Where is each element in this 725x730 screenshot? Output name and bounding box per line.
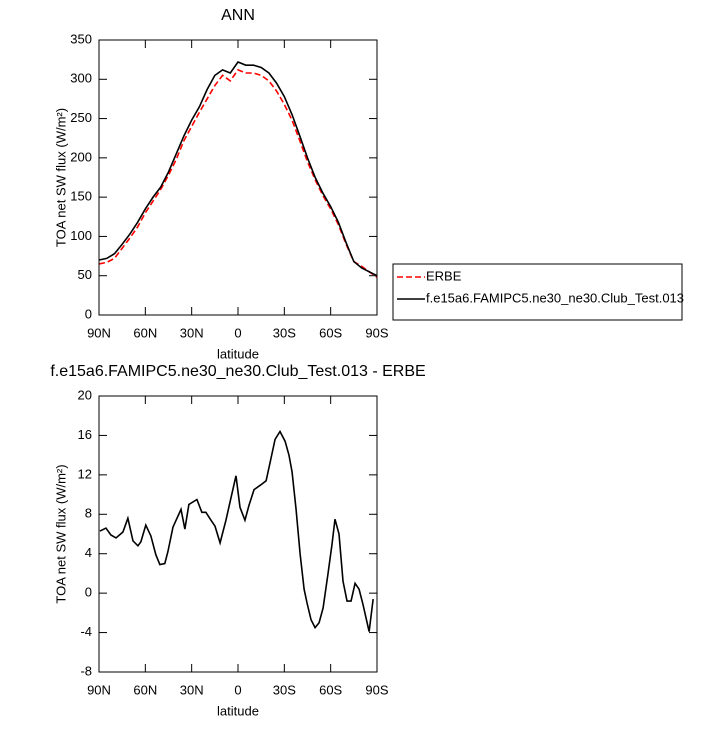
y-tick-label: 100 [70,228,92,243]
x-tick-label: 90N [87,325,111,340]
x-tick-label: 90S [365,325,388,340]
y-tick-label: -4 [80,624,92,639]
chart-title: ANN [221,7,255,24]
x-tick-label: 60N [133,325,157,340]
y-tick-label: 50 [78,267,92,282]
y-axis-label: TOA net SW flux (W/m²) [53,108,68,247]
x-tick-label: 0 [234,682,241,697]
x-tick-label: 60N [133,682,157,697]
plot-frame [98,39,378,316]
chart-title: f.e15a6.FAMIPC5.ne30_ne30.Club_Test.013 … [50,363,425,380]
data-line [99,429,374,632]
x-tick-label: 30S [273,325,296,340]
y-tick-label: 0 [85,306,92,321]
y-tick-label: 8 [85,506,92,521]
y-tick-label: 12 [78,466,92,481]
x-tick-label: 90S [365,682,388,697]
x-tick-label: 0 [234,325,241,340]
x-tick-label: 90N [87,682,111,697]
x-axis-label: latitude [217,703,259,718]
x-tick-label: 60S [319,325,342,340]
x-axis-label: latitude [217,346,259,361]
x-tick-label: 30N [180,325,204,340]
y-tick-label: 250 [70,110,92,125]
x-tick-label: 60S [319,682,342,697]
plot-frame [98,395,378,673]
y-tick-label: 4 [85,545,92,560]
y-tick-label: -8 [80,663,92,678]
y-tick-label: 200 [70,149,92,164]
data-line [98,68,378,278]
y-tick-label: 350 [70,31,92,46]
data-line [98,61,378,277]
y-tick-label: 0 [85,585,92,600]
y-tick-label: 150 [70,189,92,204]
y-tick-label: 300 [70,71,92,86]
y-tick-label: 20 [78,387,92,402]
x-tick-label: 30S [273,682,296,697]
legend-label: f.e15a6.FAMIPC5.ne30_ne30.Club_Test.013 [426,290,684,305]
y-tick-label: 16 [78,427,92,442]
legend-box [392,263,683,321]
x-tick-label: 30N [180,682,204,697]
y-axis-label: TOA net SW flux (W/m²) [53,464,68,603]
legend-label: ERBE [426,268,462,283]
